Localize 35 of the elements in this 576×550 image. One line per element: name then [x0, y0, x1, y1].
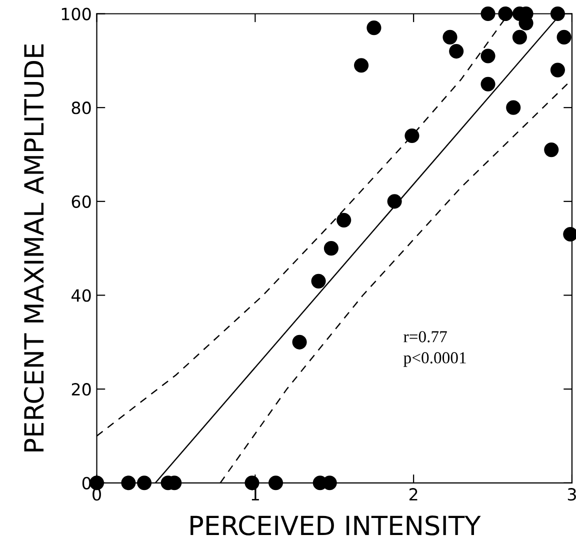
- point: [324, 241, 338, 256]
- point: [354, 58, 369, 73]
- point: [244, 476, 260, 490]
- point: [137, 476, 152, 490]
- y-axis-title: PERCENT MAXIMAL AMPLITUDE: [24, 44, 44, 452]
- point: [336, 212, 352, 228]
- point: [550, 62, 565, 78]
- y-tick-label: 80: [72, 102, 91, 114]
- point: [442, 30, 458, 44]
- point: [480, 48, 496, 64]
- annotation: r=0.77: [404, 331, 447, 342]
- point: [480, 6, 496, 22]
- point: [268, 476, 284, 490]
- point: [311, 274, 326, 288]
- point: [506, 100, 521, 115]
- y-tick-label: 20: [72, 383, 91, 396]
- point: [480, 76, 496, 92]
- x-tick-label: 3: [568, 488, 576, 501]
- y-tick-label: 60: [72, 195, 91, 208]
- x-tick-label: 2: [409, 488, 418, 500]
- point: [292, 334, 307, 350]
- point: [121, 476, 136, 490]
- point: [366, 20, 382, 36]
- point: [387, 194, 402, 209]
- point: [556, 30, 572, 44]
- y-tick-label: 40: [72, 289, 91, 302]
- point: [404, 128, 420, 144]
- point: [544, 142, 559, 158]
- point: [498, 6, 513, 22]
- y-tick-label: 100: [62, 8, 91, 20]
- point: [449, 44, 464, 59]
- point: [512, 30, 527, 44]
- point: [550, 6, 565, 22]
- annotation: p<0.0001: [404, 352, 466, 367]
- x-axis-title: PERCEIVED INTENSITY: [190, 515, 481, 536]
